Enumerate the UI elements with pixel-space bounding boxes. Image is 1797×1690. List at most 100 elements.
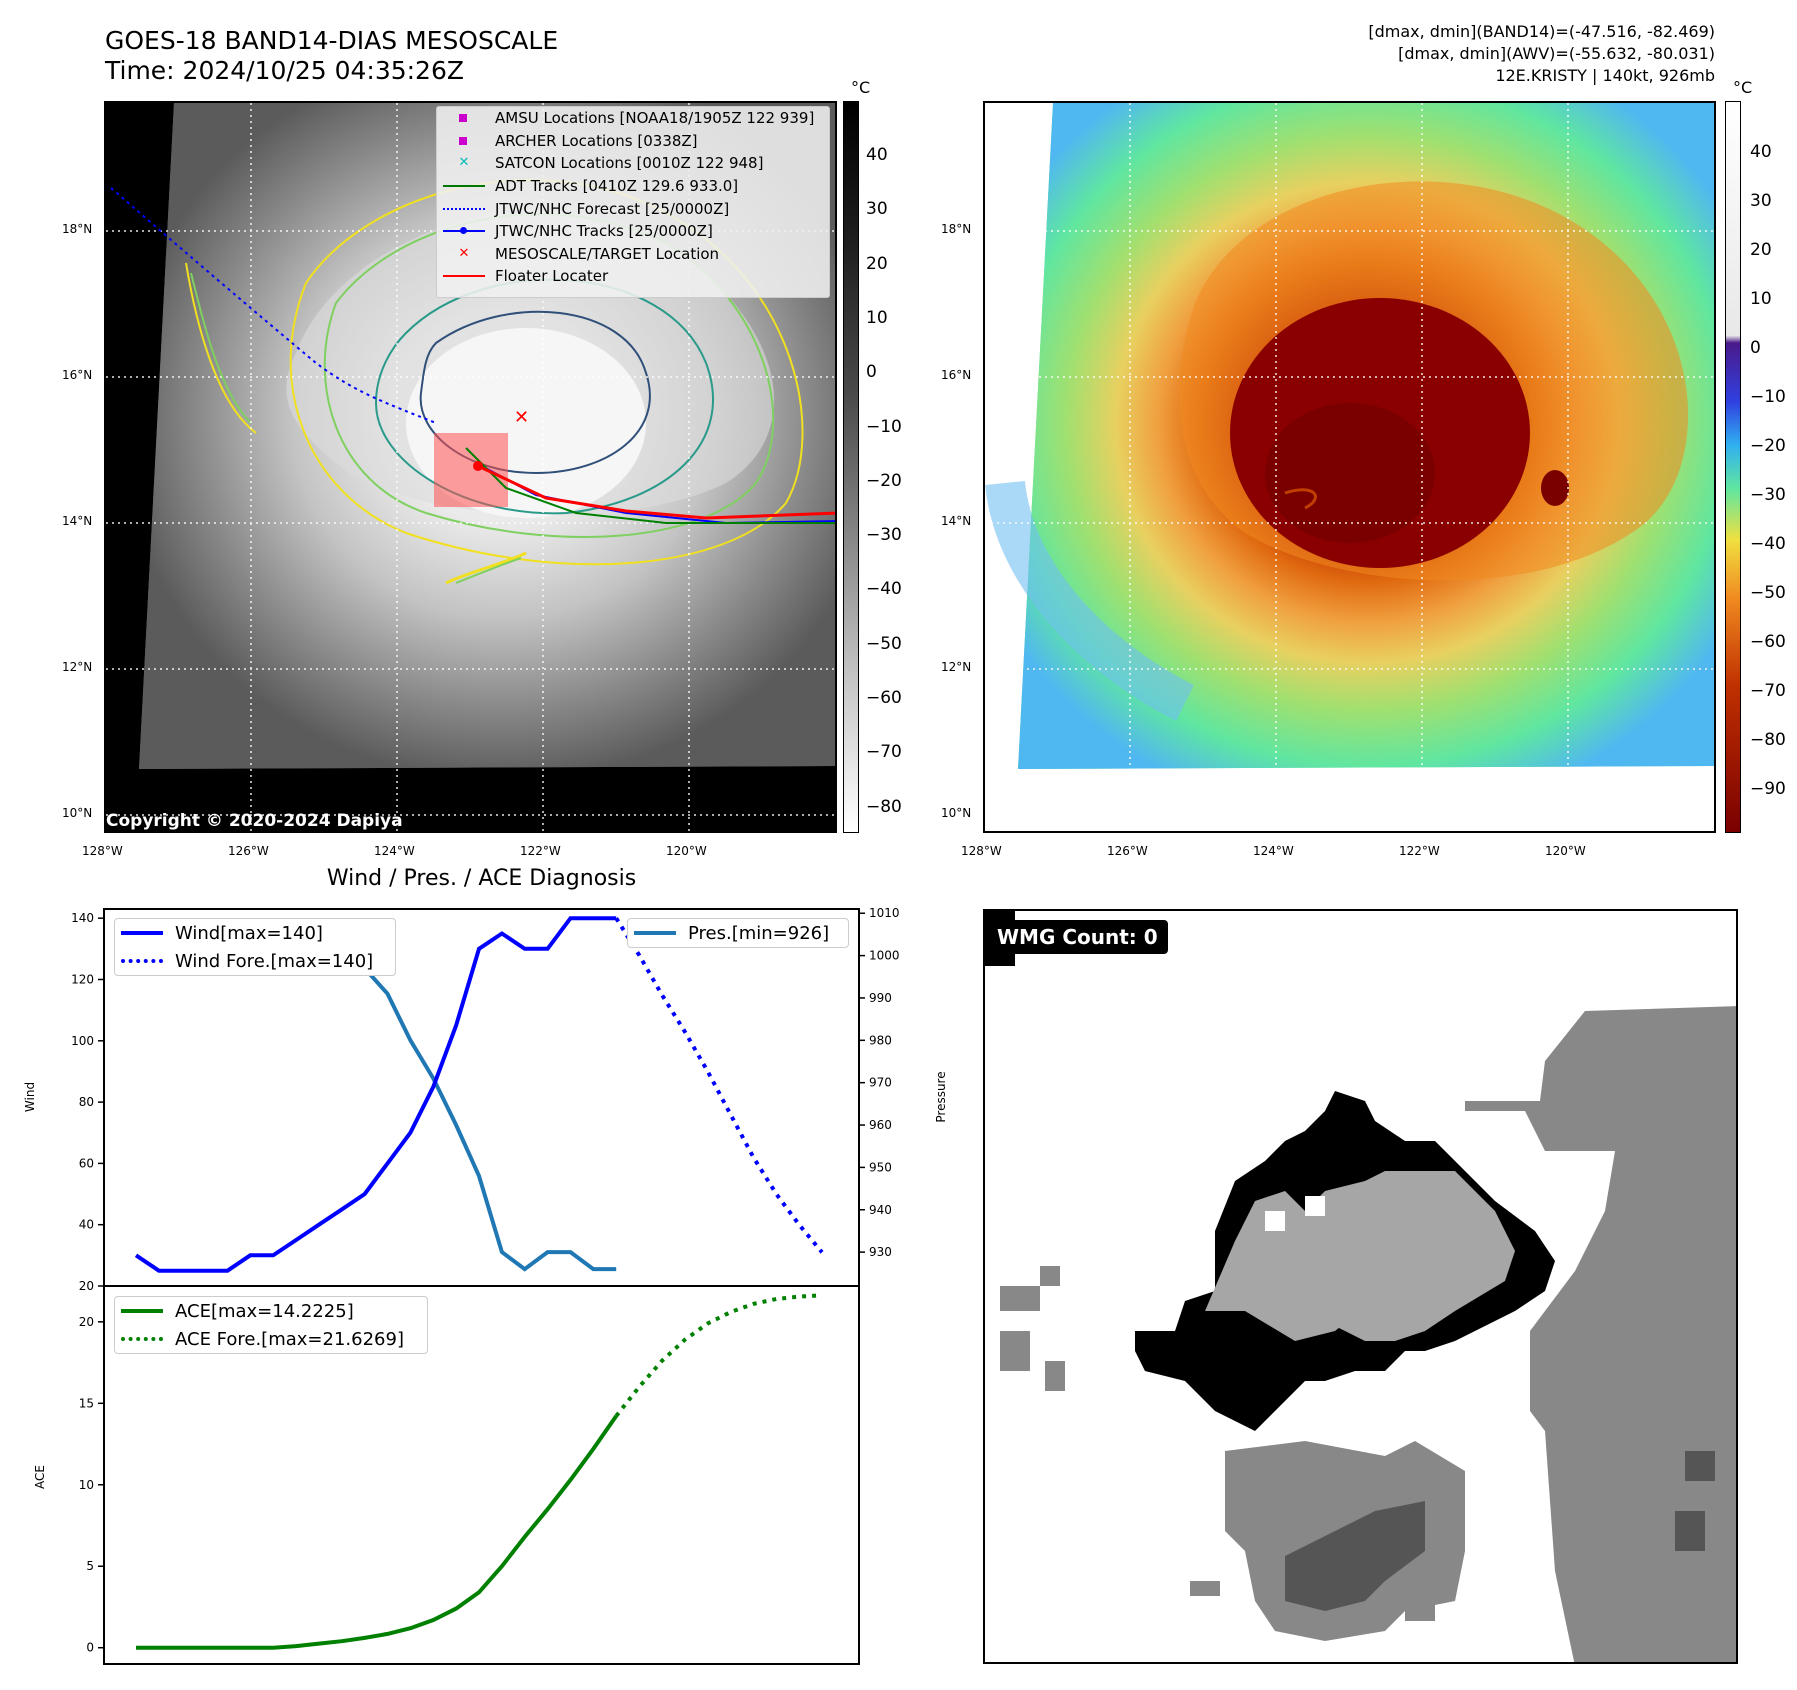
ace-axis-tick-label: 15 xyxy=(79,1396,94,1410)
lat-label-14n-right: 14°N xyxy=(941,514,972,528)
ace-axis-tick-label: 5 xyxy=(86,1559,94,1573)
pressure-legend-item: Pres.[min=926] xyxy=(628,919,848,947)
lat-label-12n-right: 12°N xyxy=(941,660,972,674)
info-storm: 12E.KRISTY | 140kt, 926mb xyxy=(1495,66,1715,85)
legend-item-tracks: JTWC/NHC Tracks [25/0000Z] xyxy=(437,220,829,243)
pressure-axis-tick-label: 950 xyxy=(869,1160,892,1174)
legend-item-satcon: ✕ SATCON Locations [0010Z 122 948] xyxy=(458,154,764,173)
colorbar-left xyxy=(843,101,859,833)
info-awv: [dmax, dmin](AWV)=(-55.632, -80.031) xyxy=(1398,44,1715,63)
colorbar-right-tick: 10 xyxy=(1750,289,1772,309)
colorbar-right-tick: −30 xyxy=(1750,485,1786,505)
colorbar-left-tick: −70 xyxy=(866,742,902,763)
info-band14: [dmax, dmin](BAND14)=(-47.516, -82.469) xyxy=(1368,22,1715,41)
pressure-axis-tick-label: 970 xyxy=(869,1076,892,1090)
lat-label-16n-right: 16°N xyxy=(941,368,972,382)
lon-label-122w-right: 122°W xyxy=(1399,844,1440,858)
colorbar-right-tick: −80 xyxy=(1750,730,1786,750)
diagnosis-title: Wind / Pres. / ACE Diagnosis xyxy=(326,866,637,891)
colorbar-left-tick: −20 xyxy=(866,470,902,491)
lat-label-12n: 12°N xyxy=(62,660,93,674)
colorbar-right xyxy=(1725,101,1741,833)
wind-legend-item: Wind[max=140] xyxy=(115,919,395,947)
wind-axis-tick-label: 100 xyxy=(71,1034,94,1048)
wind-forecast-line xyxy=(614,917,824,1254)
lon-label-120w-right: 120°W xyxy=(1545,844,1586,858)
wind-axis-tick-label: 140 xyxy=(71,911,94,925)
lat-label-16n: 16°N xyxy=(62,368,93,382)
colorbar-right-tick: −50 xyxy=(1750,583,1786,603)
colorbar-left-tick: −60 xyxy=(866,688,902,708)
colorbar-right-tick: 0 xyxy=(1750,338,1761,358)
colorbar-right-tick: −10 xyxy=(1750,387,1786,407)
lon-label-124w-right: 124°W xyxy=(1253,844,1294,858)
wmg-image xyxy=(985,911,1736,1662)
colorbar-right-tick: 40 xyxy=(1750,142,1772,162)
colorbar-right-tick: −70 xyxy=(1750,681,1786,701)
figure-title: GOES-18 BAND14-DIAS MESOSCALE xyxy=(105,26,559,55)
lat-label-10n: 10°N xyxy=(62,806,93,820)
ace-axis-tick-label: 20 xyxy=(79,1315,94,1329)
colorbar-left-tick: 0 xyxy=(866,362,877,383)
lat-label-10n-right: 10°N xyxy=(941,806,972,820)
ace-axis-tick-label: 0 xyxy=(86,1641,94,1655)
lon-label-124w: 124°W xyxy=(374,844,415,858)
figure-time: Time: 2024/10/25 04:35:26Z xyxy=(105,56,464,85)
colorbar-left-tick: 20 xyxy=(866,253,888,274)
svg-text:✕: ✕ xyxy=(514,407,529,428)
lon-label-128w: 128°W xyxy=(82,844,123,858)
lat-label-14n: 14°N xyxy=(62,514,93,528)
lon-label-126w: 126°W xyxy=(228,844,269,858)
legend-item-archer: ARCHER Locations [0338Z] xyxy=(437,130,829,153)
colorbar-right-unit: °C xyxy=(1733,78,1753,97)
wind-series-line xyxy=(134,916,617,1273)
pressure-legend: Pres.[min=926] xyxy=(627,918,849,948)
colorbar-left-unit: °C xyxy=(851,78,871,97)
wind-legend: Wind[max=140] Wind Fore.[max=140] xyxy=(114,918,396,976)
lon-label-120w: 120°W xyxy=(666,844,707,858)
legend-item-target: ✕ MESOSCALE/TARGET Location xyxy=(458,244,720,263)
pressure-series-line xyxy=(136,923,617,1272)
colorbar-left-tick: −30 xyxy=(866,525,902,546)
ace-axis-tick-label: 10 xyxy=(79,1478,94,1492)
colorbar-right-tick: −20 xyxy=(1750,436,1786,456)
colorbar-left-tick: −80 xyxy=(866,796,902,817)
ace-fore-legend-item: ACE Fore.[max=21.6269] xyxy=(115,1325,427,1353)
pressure-axis-tick-label: 1000 xyxy=(869,949,900,963)
colorbar-right-tick: −90 xyxy=(1750,779,1786,799)
copyright: Copyright © 2020-2024 Dapiya xyxy=(106,811,403,831)
colorbar-left-tick: 30 xyxy=(866,199,888,220)
lat-label-18n: 18°N xyxy=(62,222,93,236)
wmg-count-badge: WMG Count: 0 xyxy=(987,920,1168,954)
wmg-panel xyxy=(983,909,1738,1664)
color-ir-map-image xyxy=(985,103,1714,831)
wind-axis-tick-label: 40 xyxy=(79,1218,94,1232)
colorbar-left-tick: −50 xyxy=(866,633,902,654)
wind-axis-tick-label: 120 xyxy=(71,972,94,986)
ace-legend-item: ACE[max=14.2225] xyxy=(115,1297,427,1325)
lat-label-18n-right: 18°N xyxy=(941,222,972,236)
pressure-axis-tick-label: 930 xyxy=(869,1245,892,1259)
colorbar-right-tick: 20 xyxy=(1750,240,1772,260)
ace-series-line xyxy=(136,1414,618,1650)
pressure-axis-tick-label: 990 xyxy=(869,991,892,1005)
colorbar-left-tick: 40 xyxy=(866,145,888,165)
pressure-axis-tick-label: 940 xyxy=(869,1203,892,1217)
colorbar-left-tick: 10 xyxy=(866,307,888,328)
wind-axis-tick-label: 80 xyxy=(79,1095,94,1109)
map-legend: AMSU Locations [NOAA18/1905Z 122 939] AR… xyxy=(436,106,830,298)
legend-item-floater: Floater Locater xyxy=(437,265,829,288)
wind-axis-tick-label: 20 xyxy=(79,1279,94,1293)
colorbar-left-tick: −40 xyxy=(866,579,902,600)
pressure-axis-tick-label: 980 xyxy=(869,1033,892,1047)
lon-label-122w: 122°W xyxy=(520,844,561,858)
lon-label-126w-right: 126°W xyxy=(1107,844,1148,858)
wind-axis-tick-label: 60 xyxy=(79,1156,94,1170)
ace-forecast-line xyxy=(614,1293,823,1418)
pressure-axis-tick-label: 1010 xyxy=(869,906,900,920)
colorbar-right-tick: 30 xyxy=(1750,191,1772,211)
colorbar-right-tick: −60 xyxy=(1750,632,1786,652)
pressure-axis-tick-label: 960 xyxy=(869,1118,892,1132)
ace-legend: ACE[max=14.2225] ACE Fore.[max=21.6269] xyxy=(114,1296,428,1354)
